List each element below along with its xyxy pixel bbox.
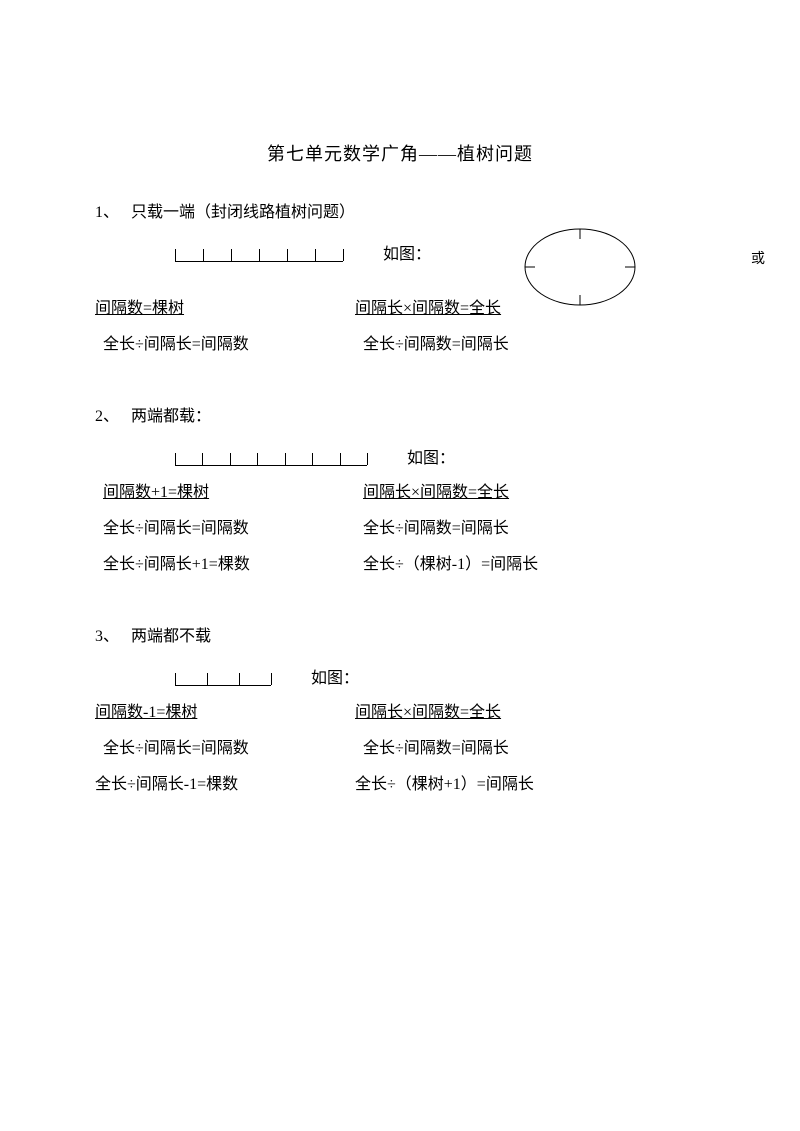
formula-s1-p1-right: 全长÷间隔数=间隔长: [363, 330, 509, 354]
formula-s1-u1-left: 间隔数=棵树: [95, 294, 355, 318]
tick: [231, 249, 232, 261]
section-1-formula-p1: 全长÷间隔长=间隔数 全长÷间隔数=间隔长: [95, 330, 705, 354]
tick: [271, 673, 272, 685]
section-1-diagram-row: 如图： 或: [95, 240, 705, 264]
tick-diagram-1: [175, 242, 343, 262]
tick: [343, 249, 344, 261]
tick: [287, 249, 288, 261]
formula-s2-u1-right: 间隔长×间隔数=全长: [363, 478, 509, 502]
formula-s3-p2-left: 全长÷间隔长-1=棵数: [95, 770, 355, 794]
tick: [175, 673, 176, 685]
section-3-heading: 3、 两端都不载: [95, 622, 705, 646]
formula-s2-p1-right: 全长÷间隔数=间隔长: [363, 514, 509, 538]
or-text: 或: [751, 248, 765, 268]
ellipse-diagram: [515, 222, 645, 317]
tick: [340, 453, 341, 465]
section-1-num: 1、: [95, 204, 119, 221]
tick: [175, 453, 176, 465]
formula-s3-u1-right: 间隔长×间隔数=全长: [355, 698, 501, 722]
section-1-heading: 1、 只载一端（封闭线路植树问题）: [95, 198, 705, 222]
formula-s1-u1-right: 间隔长×间隔数=全长: [355, 294, 501, 318]
ellipse-svg: [515, 222, 645, 312]
section-2-formula-p2: 全长÷间隔长+1=棵数 全长÷（棵树-1）=间隔长: [95, 550, 705, 574]
tick: [207, 673, 208, 685]
section-2-heading: 2、 两端都载：: [95, 402, 705, 426]
formula-s2-p2-left: 全长÷间隔长+1=棵数: [103, 550, 363, 574]
section-2: 2、 两端都载： 如图： 间隔数+1=棵树 间隔长×间隔数=全长 全长÷间隔长=…: [95, 402, 705, 574]
section-1-title: 只载一端（封闭线路植树问题）: [131, 204, 355, 221]
as-shown-2: 如图：: [407, 444, 455, 468]
formula-s2-p2-right: 全长÷（棵树-1）=间隔长: [363, 550, 538, 574]
section-3-formula-p1: 全长÷间隔长=间隔数 全长÷间隔数=间隔长: [95, 734, 705, 758]
as-shown-3: 如图：: [311, 664, 359, 688]
tick: [230, 453, 231, 465]
formula-s3-p2-right: 全长÷（棵树+1）=间隔长: [355, 770, 534, 794]
tick: [239, 673, 240, 685]
formula-s3-u1-left: 间隔数-1=棵树: [95, 698, 355, 722]
section-3: 3、 两端都不载 如图： 间隔数-1=棵树 间隔长×间隔数=全长 全长÷间隔长=…: [95, 622, 705, 794]
tick: [175, 249, 176, 261]
section-3-formula-u1: 间隔数-1=棵树 间隔长×间隔数=全长: [95, 698, 705, 722]
tick: [367, 453, 368, 465]
section-3-title: 两端都不载: [131, 628, 211, 645]
tick: [312, 453, 313, 465]
tick: [257, 453, 258, 465]
formula-s3-p1-left: 全长÷间隔长=间隔数: [103, 734, 363, 758]
formula-s2-u1-left: 间隔数+1=棵树: [103, 478, 363, 502]
tick: [202, 453, 203, 465]
formula-s2-p1-left: 全长÷间隔长=间隔数: [103, 514, 363, 538]
tick: [315, 249, 316, 261]
page-title: 第七单元数学广角——植树问题: [95, 140, 705, 166]
tick-diagram-3: [175, 666, 271, 686]
formula-s1-p1-left: 全长÷间隔长=间隔数: [103, 330, 363, 354]
tick: [259, 249, 260, 261]
tick: [285, 453, 286, 465]
section-2-title: 两端都载：: [131, 408, 211, 425]
section-2-formula-p1: 全长÷间隔长=间隔数 全长÷间隔数=间隔长: [95, 514, 705, 538]
section-3-diagram-row: 如图：: [95, 664, 705, 688]
formula-s3-p1-right: 全长÷间隔数=间隔长: [363, 734, 509, 758]
tick-diagram-2: [175, 446, 367, 466]
tick: [203, 249, 204, 261]
section-3-num: 3、: [95, 628, 119, 645]
as-shown-1: 如图：: [383, 240, 431, 264]
section-3-formula-p2: 全长÷间隔长-1=棵数 全长÷（棵树+1）=间隔长: [95, 770, 705, 794]
section-2-num: 2、: [95, 408, 119, 425]
section-2-diagram-row: 如图：: [95, 444, 705, 468]
section-1: 1、 只载一端（封闭线路植树问题） 如图： 或 间隔数=棵树 间隔长×间隔数=全…: [95, 198, 705, 354]
section-2-formula-u1: 间隔数+1=棵树 间隔长×间隔数=全长: [95, 478, 705, 502]
